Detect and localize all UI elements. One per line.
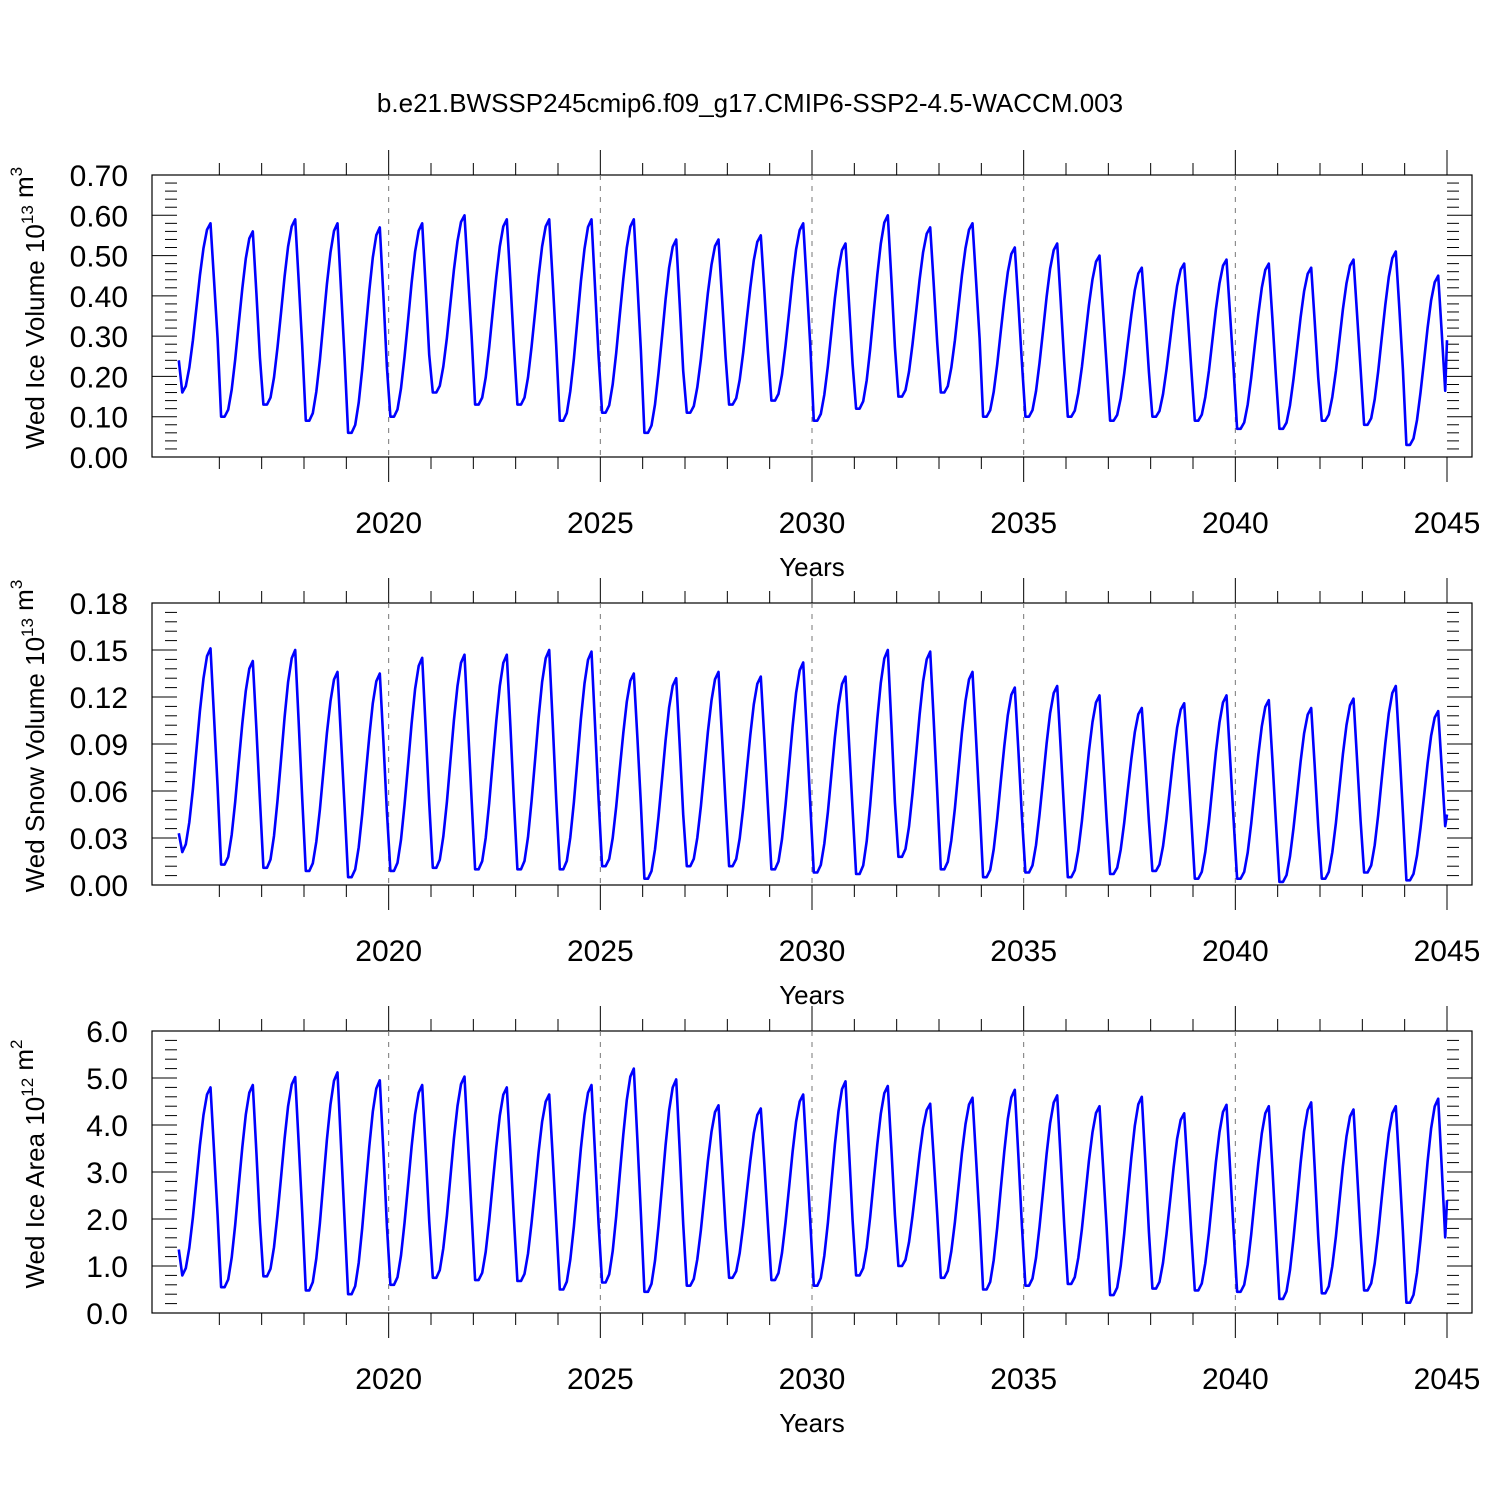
figure-title: b.e21.BWSSP245cmip6.f09_g17.CMIP6-SSP2-4… <box>377 88 1123 118</box>
y-axis-label-part: m <box>9 589 39 618</box>
y-tick-label: 0.0 <box>86 1298 128 1331</box>
y-tick-label: 0.00 <box>70 442 128 475</box>
y-tick-label: 4.0 <box>86 1110 128 1143</box>
x-tick-label: 2035 <box>990 507 1057 540</box>
y-axis-label-superscript: 3 <box>7 167 26 176</box>
y-axis-label-superscript: 13 <box>18 618 37 637</box>
y-tick-label: 0.70 <box>70 160 128 193</box>
y-axis-label-part: Wed Ice Volume 10 <box>20 224 50 449</box>
y-tick-label: 0.30 <box>70 321 128 354</box>
x-tick-label: 2040 <box>1202 507 1269 540</box>
x-tick-label: 2030 <box>779 1363 846 1396</box>
y-tick-label: 0.40 <box>70 281 128 314</box>
y-tick-label: 5.0 <box>86 1063 128 1096</box>
x-tick-label: 2025 <box>567 935 634 968</box>
series-line <box>177 214 1449 447</box>
x-tick-label: 2045 <box>1414 1363 1481 1396</box>
y-axis-label: Wed Ice Volume 1013 m3 <box>7 167 50 449</box>
y-axis-label-part: m <box>9 176 39 205</box>
x-axis-label: Years <box>779 552 845 582</box>
y-tick-label: 1.0 <box>86 1251 128 1284</box>
x-tick-label: 2020 <box>355 935 422 968</box>
chart-panel-1: 0.00 0.10 0.20 0.30 0.40 0.50 0.60 0.70 2020 2025… <box>7 150 1480 582</box>
y-axis-label-part: Wed Snow Volume 10 <box>20 637 50 892</box>
x-tick-label: 2035 <box>990 1363 1057 1396</box>
y-tick-label: 0.00 <box>70 870 128 903</box>
y-tick-label: 0.12 <box>70 682 128 715</box>
x-axis-label: Years <box>779 1408 845 1438</box>
x-tick-label: 2030 <box>779 507 846 540</box>
y-tick-label: 0.06 <box>70 776 128 809</box>
y-tick-label: 0.20 <box>70 361 128 394</box>
x-tick-label: 2020 <box>355 507 422 540</box>
y-tick-label: 2.0 <box>86 1204 128 1237</box>
chart-panel-2: 0.00 0.03 0.06 0.09 0.12 0.15 0.18 2020 2025 2030… <box>7 578 1480 1010</box>
x-tick-label: 2020 <box>355 1363 422 1396</box>
chart-panel-3: 0.0 1.0 2.0 3.0 4.0 5.0 6.0 2020 2025 2030 2035 204… <box>7 1006 1480 1438</box>
series-line <box>177 1067 1449 1304</box>
x-tick-label: 2045 <box>1414 935 1481 968</box>
y-tick-label: 0.09 <box>70 729 128 762</box>
y-axis-label-superscript: 12 <box>18 1078 37 1097</box>
x-tick-label: 2040 <box>1202 1363 1269 1396</box>
y-axis-label-part: Wed Ice Area 10 <box>20 1097 50 1289</box>
x-axis-label: Years <box>779 980 845 1010</box>
y-axis-label-superscript: 13 <box>18 205 37 224</box>
x-tick-label: 2025 <box>567 507 634 540</box>
y-tick-label: 6.0 <box>86 1016 128 1049</box>
y-tick-label: 3.0 <box>86 1157 128 1190</box>
x-tick-label: 2035 <box>990 935 1057 968</box>
y-axis-label: Wed Ice Area 1012 m2 <box>7 1039 50 1288</box>
y-tick-label: 0.15 <box>70 635 128 668</box>
y-axis-label-superscript: 2 <box>7 1039 26 1048</box>
y-tick-label: 0.18 <box>70 588 128 621</box>
y-axis-label-part: m <box>9 1049 39 1078</box>
y-axis-label-superscript: 3 <box>7 580 26 589</box>
x-tick-label: 2045 <box>1414 507 1481 540</box>
y-tick-label: 0.03 <box>70 823 128 856</box>
x-tick-label: 2025 <box>567 1363 634 1396</box>
y-tick-label: 0.60 <box>70 200 128 233</box>
x-tick-label: 2040 <box>1202 935 1269 968</box>
y-tick-label: 0.50 <box>70 241 128 274</box>
panels: 0.00 0.10 0.20 0.30 0.40 0.50 0.60 0.70 2020 2025… <box>7 150 1480 1438</box>
y-tick-label: 0.10 <box>70 402 128 435</box>
series-line <box>177 647 1449 884</box>
x-tick-label: 2030 <box>779 935 846 968</box>
y-axis-label: Wed Snow Volume 1013 m3 <box>7 580 50 893</box>
